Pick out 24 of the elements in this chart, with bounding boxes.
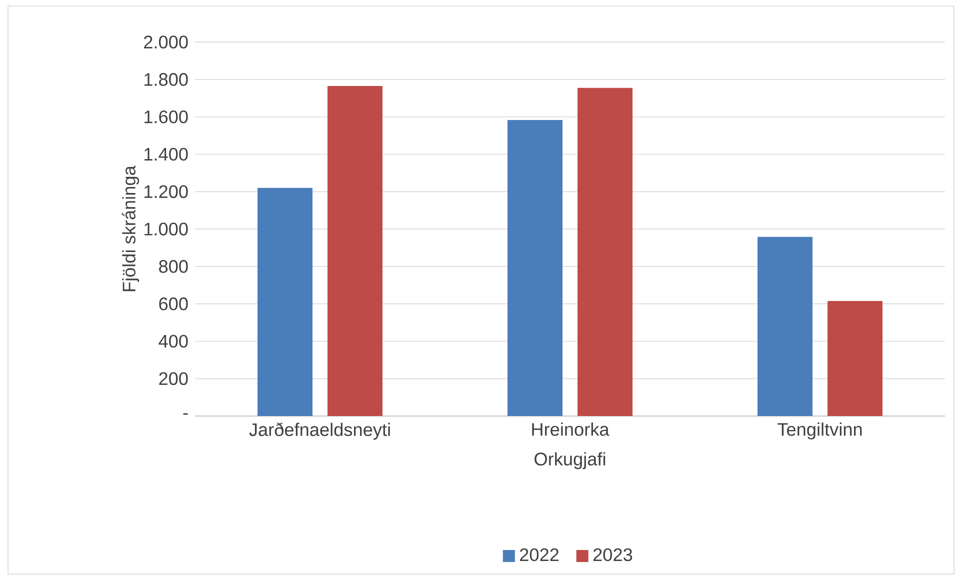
bar	[328, 86, 383, 416]
y-tick-label: 1.400	[144, 148, 188, 161]
y-tick-label: -	[183, 413, 188, 415]
y-tick-label: 1.200	[144, 185, 188, 198]
y-tick-label: 2.000	[144, 36, 188, 48]
y-tick-label: 1.800	[144, 73, 188, 86]
y-tick-label: 1.000	[144, 222, 188, 236]
bar	[508, 120, 563, 416]
y-tick-label: 800	[159, 260, 188, 273]
bar	[828, 301, 883, 416]
x-tick-label: Hreinorka	[532, 422, 610, 436]
y-tick-label: 600	[159, 297, 188, 310]
y-tick-label: 200	[159, 372, 188, 386]
bar	[258, 188, 312, 416]
bar	[758, 236, 813, 416]
x-axis-title: Orkugjafi	[534, 452, 606, 470]
bar	[578, 88, 633, 416]
legend-label: 2022	[520, 548, 559, 562]
legend-label: 2023	[593, 548, 632, 562]
y-axis-title: Fjöldi skráninga	[122, 166, 140, 292]
y-tick-label: 400	[158, 334, 188, 348]
x-tick-label: Tengiltvinn	[778, 422, 862, 440]
x-tick-label: Jarðefnaeldsneyti	[249, 422, 390, 440]
y-tick-label: 1.600	[144, 110, 188, 124]
